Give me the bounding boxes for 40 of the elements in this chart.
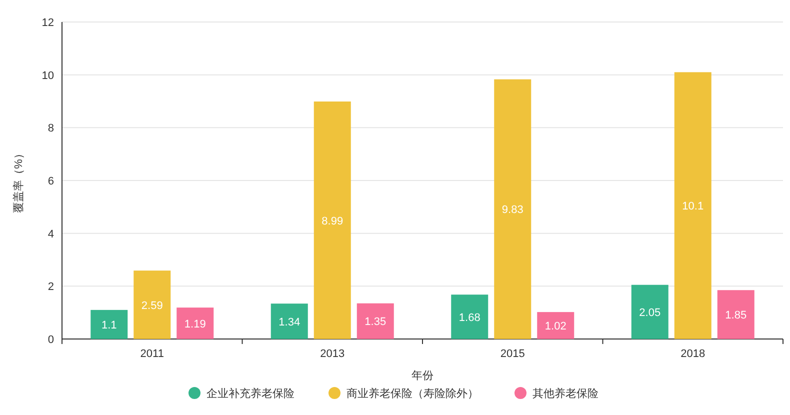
x-tick-label: 2011 [140,348,164,360]
y-tick-label: 12 [42,17,54,29]
data-label: 1.1 [101,319,117,332]
y-tick-label: 8 [48,122,54,135]
data-label: 1.34 [278,316,300,328]
bar [356,303,394,339]
y-tick-label: 0 [48,334,54,346]
bar [314,102,351,339]
bar [134,270,171,339]
data-label: 9.83 [502,204,524,216]
x-tick-label: 2015 [500,348,525,360]
bar [90,310,128,339]
data-label: 1.68 [458,312,480,324]
x-axis-title: 年份 [412,370,434,382]
y-tick-label: 4 [48,228,54,240]
y-axis-title: 覆盖率（%） [12,148,25,213]
legend-label: 其他养老保险 [532,387,598,400]
bar [494,79,532,339]
data-label: 2.05 [639,306,661,319]
data-label: 1.19 [184,318,206,330]
legend-label: 商业养老保险（寿险除外） [346,387,478,400]
bar [270,304,308,339]
bar [176,308,214,339]
x-tick-label: 2013 [320,348,345,360]
data-label: 1.35 [364,316,386,328]
bar [537,312,574,339]
bar [451,294,488,339]
bar [631,284,668,339]
y-tick-label: 6 [48,176,54,188]
data-label: 2.59 [141,300,163,312]
data-label: 8.99 [322,215,344,228]
data-label: 1.85 [725,310,747,322]
y-tick-label: 2 [48,281,54,294]
data-label: 10.1 [682,200,704,213]
legend-label: 企业补充养老保险 [206,387,294,400]
bar [674,72,712,339]
bar [717,290,754,339]
x-tick-label: 2018 [680,348,706,360]
data-label: 1.02 [544,320,566,333]
y-tick-label: 10 [42,70,54,82]
